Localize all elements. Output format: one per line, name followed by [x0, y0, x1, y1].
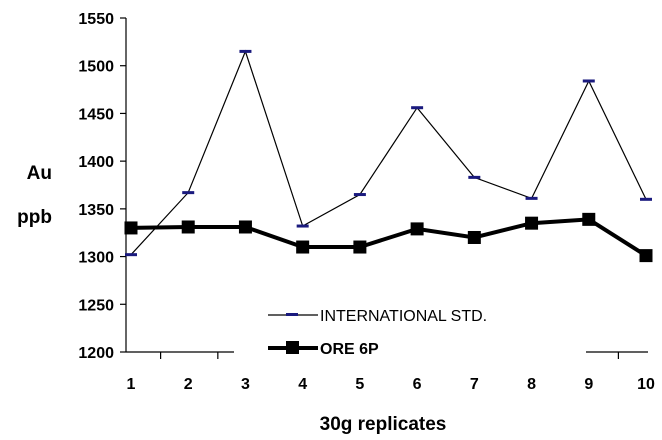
x-tick-label: 6 [413, 376, 422, 393]
data-point [353, 193, 366, 197]
y-axis-ticks: 1200 1250 1300 1350 1400 1450 1500 1550 [78, 11, 126, 362]
x-tick-label: 2 [184, 376, 193, 393]
series-1 [125, 49, 652, 257]
data-point [239, 49, 252, 53]
legend-marker-series-2 [286, 341, 299, 354]
series-1-line [130, 49, 647, 256]
data-point [125, 253, 137, 257]
x-tick-label: 9 [584, 376, 593, 393]
y-tick-label: 1300 [78, 250, 114, 267]
data-point [238, 220, 252, 234]
data-point [296, 224, 309, 228]
legend-label-series-1: INTERNATIONAL STD. [320, 308, 487, 325]
data-point [353, 240, 367, 254]
data-point [525, 196, 538, 200]
y-tick-label: 1250 [78, 297, 114, 314]
x-tick-label: 10 [637, 376, 655, 393]
y-tick-label: 1400 [78, 154, 114, 171]
y-axis-title-line-1: Au [27, 163, 52, 184]
data-point [639, 249, 653, 263]
x-tick-label: 4 [298, 376, 307, 393]
data-point [296, 240, 310, 254]
data-point [410, 222, 424, 236]
series-2 [124, 212, 653, 263]
y-tick-label: 1450 [78, 106, 114, 123]
series-2-line [130, 217, 648, 258]
x-tick-label: 7 [470, 376, 479, 393]
data-point [124, 221, 138, 235]
data-point [411, 106, 424, 110]
data-point [582, 79, 595, 83]
y-tick-label: 1200 [78, 345, 114, 362]
data-point [467, 230, 481, 244]
data-point [640, 197, 652, 201]
data-point [582, 212, 596, 226]
legend-marker-series-1 [286, 313, 298, 316]
x-tick-label: 3 [241, 376, 250, 393]
legend-label-series-2: ORE 6P [320, 341, 379, 358]
x-axis-title: 30g replicates [320, 414, 447, 435]
data-point [182, 191, 195, 195]
data-point [468, 175, 481, 179]
y-tick-label: 1500 [78, 59, 114, 76]
data-point [525, 216, 539, 230]
y-tick-label: 1550 [78, 11, 114, 28]
x-tick-label: 8 [527, 376, 536, 393]
legend: INTERNATIONAL STD. ORE 6P [234, 286, 586, 366]
y-axis-title-line-2: ppb [17, 207, 52, 228]
series-layer [124, 49, 653, 263]
y-tick-label: 1350 [78, 202, 114, 219]
data-point [181, 220, 195, 234]
x-tick-label: 1 [127, 376, 136, 393]
x-tick-label: 5 [355, 376, 364, 393]
